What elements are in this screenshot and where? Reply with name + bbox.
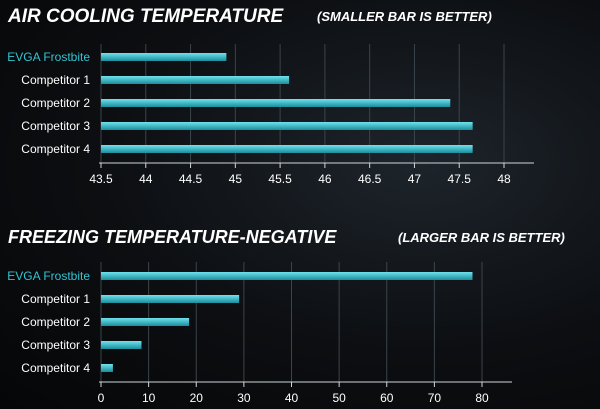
chart2-category-label: EVGA Frostbite [7,269,90,283]
chart1-tick-label: 46.5 [358,172,382,186]
chart1-bar [101,145,473,153]
chart1-tick-label: 43.5 [89,172,113,186]
chart1-bar [101,53,227,61]
chart2-category-label: Competitor 1 [21,292,90,306]
chart1-category-label: EVGA Frostbite [7,50,90,64]
chart2-tick-label: 10 [142,391,156,405]
chart2-bar [101,295,240,303]
chart-2-title: FREEZING TEMPERATURE-NEGATIVE [8,227,337,247]
chart1-tick-label: 47.5 [448,172,472,186]
chart-1-plot: EVGA Frostbite Competitor 1 Competitor 2 Co… [7,44,534,186]
chart2-category-label: Competitor 4 [21,361,90,375]
chart2-tick-label: 60 [380,391,394,405]
chart2-tick-label: 80 [475,391,489,405]
chart2-category-label: Competitor 2 [21,315,90,329]
chart1-category-label: Competitor 2 [21,96,90,110]
chart1-bar [101,122,473,130]
chart2-bar [101,341,142,349]
chart1-tick-label: 44.5 [179,172,203,186]
chart2-bar [101,364,113,372]
chart1-tick-label: 45.5 [268,172,292,186]
chart1-bar [101,99,451,107]
chart2-tick-label: 40 [285,391,299,405]
chart1-tick-label: 46 [318,172,332,186]
chart1-tick-label: 48 [497,172,511,186]
chart1-tick-label: 44 [139,172,153,186]
chart1-category-label: Competitor 1 [21,73,90,87]
chart2-tick-label: 30 [237,391,251,405]
chart2-category-label: Competitor 3 [21,338,90,352]
chart-1-title: AIR COOLING TEMPERATURE [7,6,284,27]
chart-2-subtitle: (LARGER BAR IS BETTER) [398,230,565,245]
chart-2-plot: EVGA Frostbite Competitor 1 Competitor 2 Co… [7,262,512,405]
chart1-category-label: Competitor 4 [21,142,90,156]
chart2-tick-label: 50 [332,391,346,405]
chart-1-subtitle: (SMALLER BAR IS BETTER) [317,9,492,24]
chart1-tick-label: 45 [229,172,243,186]
chart1-category-label: Competitor 3 [21,119,90,133]
chart2-tick-label: 70 [428,391,442,405]
chart2-tick-label: 0 [98,391,105,405]
chart2-bar [101,272,473,280]
chart1-bar [101,76,290,84]
chart2-tick-label: 20 [190,391,204,405]
chart1-tick-label: 47 [408,172,422,186]
chart2-bar [101,318,190,326]
